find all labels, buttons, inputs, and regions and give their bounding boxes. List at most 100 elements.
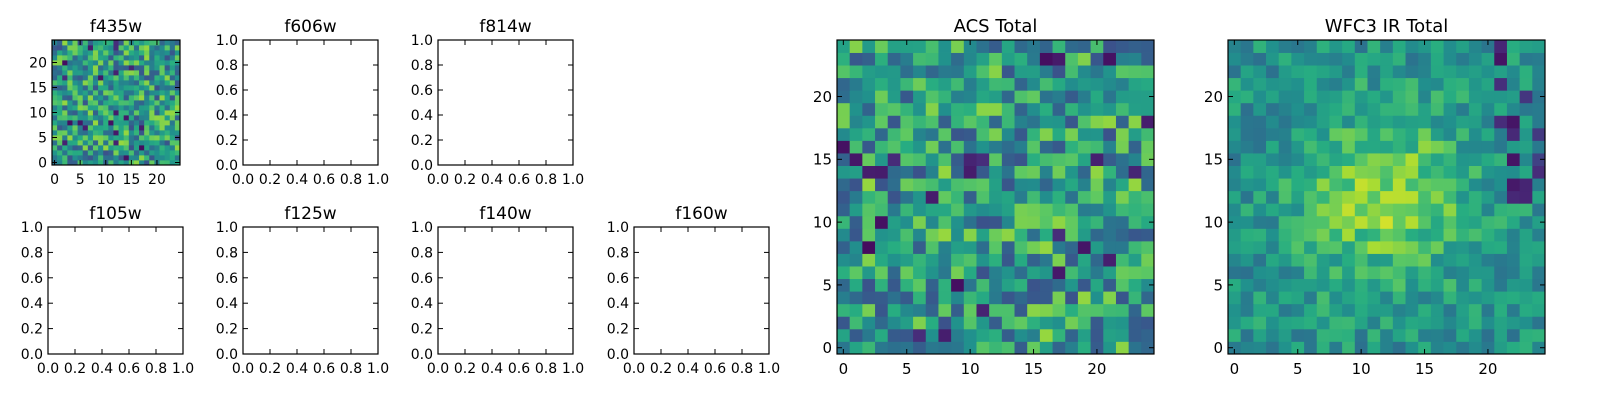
heatmap-cell bbox=[1103, 303, 1117, 317]
heatmap-cell bbox=[1141, 328, 1155, 342]
heatmap-cell bbox=[159, 160, 166, 166]
heatmap-cell bbox=[1392, 228, 1406, 242]
heatmap-cell bbox=[164, 40, 171, 46]
heatmap-cell bbox=[1443, 228, 1457, 242]
heatmap-cell bbox=[118, 115, 125, 121]
heatmap-cell bbox=[887, 178, 901, 192]
heatmap-cell bbox=[82, 115, 89, 121]
heatmap-cell bbox=[887, 140, 901, 154]
heatmap-cell bbox=[1228, 215, 1242, 229]
heatmap-cell bbox=[837, 90, 851, 104]
y-tick-label: 0.2 bbox=[411, 322, 433, 338]
heatmap-cell bbox=[113, 140, 119, 146]
heatmap-cell bbox=[1141, 240, 1155, 254]
heatmap-cell bbox=[133, 135, 140, 141]
x-tick-label: 0.6 bbox=[704, 361, 726, 377]
heatmap-cell bbox=[925, 215, 939, 229]
heatmap-cell bbox=[1456, 291, 1470, 305]
heatmap-cell bbox=[98, 150, 104, 156]
y-tick-label: 10 bbox=[1204, 214, 1223, 232]
heatmap-cell bbox=[118, 140, 125, 146]
heatmap-cell bbox=[154, 75, 160, 81]
heatmap-cell bbox=[1392, 153, 1406, 166]
heatmap-cell bbox=[1291, 253, 1305, 267]
y-tick-label: 0.6 bbox=[411, 83, 433, 99]
heatmap-cell bbox=[1316, 341, 1330, 355]
heatmap-cell bbox=[1077, 328, 1091, 342]
heatmap-cell bbox=[1354, 203, 1368, 217]
heatmap-cell bbox=[92, 100, 99, 106]
heatmap-cell bbox=[1266, 203, 1280, 217]
heatmap-cell bbox=[128, 105, 135, 111]
heatmap-cell bbox=[174, 125, 181, 131]
heatmap-cell bbox=[1253, 328, 1267, 342]
heatmap-cell bbox=[1291, 165, 1305, 179]
x-tick-label: 5 bbox=[1293, 360, 1303, 378]
heatmap-cell bbox=[1052, 115, 1066, 129]
heatmap-cell bbox=[849, 316, 863, 330]
heatmap-cell bbox=[1418, 140, 1432, 154]
heatmap-cell bbox=[1481, 115, 1495, 129]
heatmap-cell bbox=[913, 165, 927, 179]
heatmap-cell bbox=[1367, 215, 1381, 229]
heatmap-cell bbox=[1430, 140, 1444, 154]
heatmap-cell bbox=[92, 140, 99, 146]
heatmap-cell bbox=[913, 215, 927, 229]
heatmap-cell bbox=[913, 102, 927, 116]
heatmap-cell bbox=[57, 75, 63, 81]
heatmap-cell bbox=[1001, 278, 1015, 292]
heatmap-cell bbox=[976, 77, 990, 91]
heatmap-cell bbox=[149, 85, 155, 91]
y-tick-label: 20 bbox=[1204, 88, 1223, 106]
heatmap-cell bbox=[989, 303, 1003, 317]
axes-frame bbox=[836, 39, 1155, 355]
heatmap-cell bbox=[1128, 215, 1142, 229]
heatmap-cell bbox=[103, 80, 109, 86]
heatmap-cell bbox=[1115, 115, 1130, 129]
heatmap-cell bbox=[1418, 65, 1432, 79]
y-tick-label: 15 bbox=[29, 81, 47, 97]
heatmap-cell bbox=[1253, 90, 1267, 104]
x-tick-label: 1.0 bbox=[758, 361, 780, 377]
heatmap-cell bbox=[1039, 90, 1053, 104]
heatmap-cell bbox=[67, 75, 73, 81]
heatmap-cell bbox=[1506, 253, 1521, 267]
heatmap-cell bbox=[1115, 215, 1130, 229]
heatmap-cell bbox=[900, 341, 914, 355]
heatmap-cell bbox=[1141, 266, 1155, 280]
heatmap-cell bbox=[875, 102, 889, 116]
heatmap-cell bbox=[1141, 90, 1155, 104]
heatmap-cell bbox=[1115, 178, 1130, 192]
heatmap-cell bbox=[900, 90, 914, 104]
heatmap-cell bbox=[1481, 341, 1495, 355]
heatmap-cell bbox=[67, 110, 73, 116]
heatmap-cell bbox=[67, 40, 73, 46]
heatmap-cell bbox=[1342, 127, 1356, 141]
heatmap-cell bbox=[174, 65, 181, 71]
heatmap-cell bbox=[1443, 140, 1457, 154]
heatmap-cell bbox=[87, 40, 94, 46]
x-tick-label: 0.0 bbox=[232, 361, 254, 377]
heatmap-cell bbox=[938, 127, 952, 141]
heatmap-cell bbox=[154, 150, 160, 156]
heatmap-cell bbox=[1367, 303, 1381, 317]
heatmap-cell bbox=[133, 105, 140, 111]
heatmap-cell bbox=[1506, 178, 1521, 192]
heatmap-cell bbox=[1103, 115, 1117, 129]
heatmap-cell bbox=[1418, 178, 1432, 192]
heatmap-cell bbox=[1278, 165, 1292, 179]
heatmap-cell bbox=[1278, 215, 1292, 229]
heatmap-cell bbox=[1316, 228, 1330, 242]
heatmap-cell bbox=[1532, 153, 1546, 166]
heatmap-cell bbox=[1456, 40, 1470, 53]
heatmap-cell bbox=[1077, 316, 1091, 330]
heatmap-cell bbox=[159, 60, 166, 66]
heatmap-cell bbox=[139, 110, 145, 116]
heatmap-cell bbox=[1077, 40, 1091, 53]
heatmap-cell bbox=[900, 140, 914, 154]
heatmap-cell bbox=[1128, 165, 1142, 179]
heatmap-cell bbox=[900, 127, 914, 141]
panel-title: f125w bbox=[284, 204, 336, 224]
heatmap-cell bbox=[1316, 115, 1330, 129]
